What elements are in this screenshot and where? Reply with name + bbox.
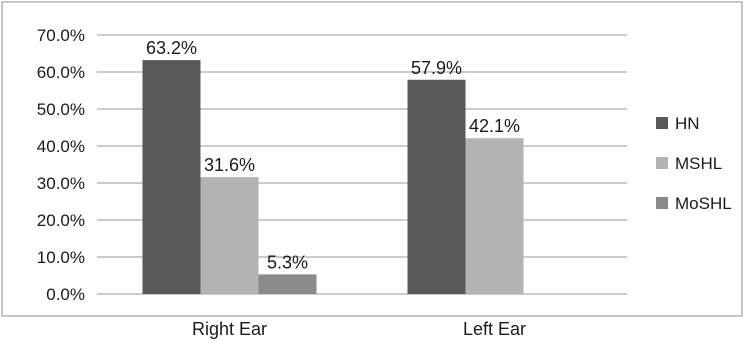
legend: HN MSHL MoSHL (656, 114, 732, 213)
y-tick-label: 20.0% (37, 211, 85, 230)
y-tick-label: 40.0% (37, 137, 85, 156)
data-label: 5.3% (267, 252, 308, 272)
legend-label: HN (675, 114, 700, 133)
data-label: 57.9% (411, 58, 462, 78)
legend-swatch-hn (656, 117, 668, 129)
bar-hn-left-ear (407, 79, 466, 295)
y-tick-label: 50.0% (37, 100, 85, 119)
data-labels: 63.2% 31.6% 5.3% 57.9% 42.1% (146, 38, 520, 272)
legend-swatch-moshl (656, 197, 668, 209)
bars (142, 60, 524, 295)
legend-swatch-mshl (656, 157, 668, 169)
legend-label: MSHL (675, 154, 722, 173)
y-tick-label: 30.0% (37, 174, 85, 193)
category-label: Right Ear (192, 319, 267, 339)
bar-mshl-right-ear (200, 177, 259, 294)
category-label: Left Ear (463, 319, 526, 339)
y-tick-label: 0.0% (46, 285, 85, 304)
y-tick-label: 70.0% (37, 26, 85, 45)
y-tick-label: 10.0% (37, 248, 85, 267)
data-label: 42.1% (469, 116, 520, 136)
data-label: 31.6% (204, 155, 255, 175)
y-axis-tick-labels: 0.0% 10.0% 20.0% 30.0% 40.0% 50.0% 60.0% 70.0% (37, 26, 85, 304)
y-tick-label: 60.0% (37, 63, 85, 82)
bar-hn-right-ear (142, 60, 201, 294)
legend-label: MoSHL (675, 194, 732, 213)
chart-border (1, 1, 743, 317)
bar-moshl-right-ear (258, 274, 317, 294)
x-axis-category-labels: Right Ear Left Ear (192, 319, 526, 339)
bar-mshl-left-ear (465, 138, 524, 294)
data-label: 63.2% (146, 38, 197, 58)
